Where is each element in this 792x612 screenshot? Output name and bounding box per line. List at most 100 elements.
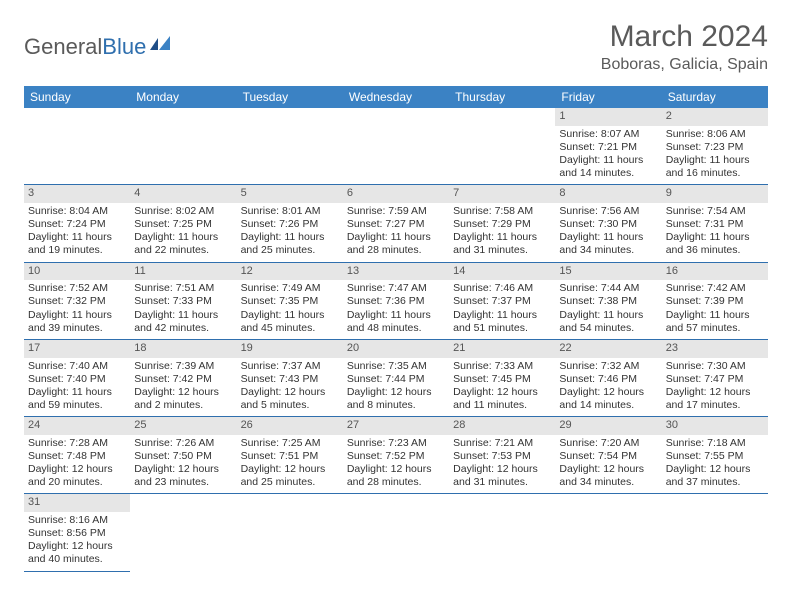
sunset-text: Sunset: 7:36 PM: [347, 295, 445, 308]
day-cell: 23Sunrise: 7:30 AMSunset: 7:47 PMDayligh…: [662, 340, 768, 417]
daylight-text: Daylight: 11 hours and 28 minutes.: [347, 231, 445, 257]
sunset-text: Sunset: 7:35 PM: [241, 295, 339, 308]
day-cell: 8Sunrise: 7:56 AMSunset: 7:30 PMDaylight…: [555, 185, 661, 262]
day-cell: 27Sunrise: 7:23 AMSunset: 7:52 PMDayligh…: [343, 417, 449, 494]
daylight-text: Daylight: 11 hours and 31 minutes.: [453, 231, 551, 257]
sunrise-text: Sunrise: 7:33 AM: [453, 360, 551, 373]
daylight-text: Daylight: 12 hours and 8 minutes.: [347, 386, 445, 412]
sunset-text: Sunset: 7:24 PM: [28, 218, 126, 231]
day-number: 30: [662, 417, 768, 435]
day-number: 5: [237, 185, 343, 203]
day-cell: 12Sunrise: 7:49 AMSunset: 7:35 PMDayligh…: [237, 263, 343, 340]
page-header: GeneralBlue March 2024 Boboras, Galicia,…: [24, 20, 768, 74]
day-cell: 9Sunrise: 7:54 AMSunset: 7:31 PMDaylight…: [662, 185, 768, 262]
sunset-text: Sunset: 7:38 PM: [559, 295, 657, 308]
day-number: 8: [555, 185, 661, 203]
sunset-text: Sunset: 7:53 PM: [453, 450, 551, 463]
sunset-text: Sunset: 7:40 PM: [28, 373, 126, 386]
sunset-text: Sunset: 7:25 PM: [134, 218, 232, 231]
weekday-header: Saturday: [662, 86, 768, 108]
day-details: Sunrise: 7:18 AMSunset: 7:55 PMDaylight:…: [662, 435, 768, 494]
daylight-text: Daylight: 11 hours and 45 minutes.: [241, 309, 339, 335]
day-cell: 5Sunrise: 8:01 AMSunset: 7:26 PMDaylight…: [237, 185, 343, 262]
day-cell: 30Sunrise: 7:18 AMSunset: 7:55 PMDayligh…: [662, 417, 768, 494]
sunset-text: Sunset: 7:29 PM: [453, 218, 551, 231]
daylight-text: Daylight: 11 hours and 59 minutes.: [28, 386, 126, 412]
sunrise-text: Sunrise: 8:04 AM: [28, 205, 126, 218]
daylight-text: Daylight: 11 hours and 36 minutes.: [666, 231, 764, 257]
day-number: 21: [449, 340, 555, 358]
day-details: Sunrise: 8:07 AMSunset: 7:21 PMDaylight:…: [555, 126, 661, 185]
sunset-text: Sunset: 7:39 PM: [666, 295, 764, 308]
day-details: Sunrise: 7:51 AMSunset: 7:33 PMDaylight:…: [130, 280, 236, 339]
day-number: 18: [130, 340, 236, 358]
day-number: 1: [555, 108, 661, 126]
sunset-text: Sunset: 7:32 PM: [28, 295, 126, 308]
day-details: Sunrise: 7:40 AMSunset: 7:40 PMDaylight:…: [24, 358, 130, 417]
day-details: Sunrise: 7:44 AMSunset: 7:38 PMDaylight:…: [555, 280, 661, 339]
day-details: Sunrise: 7:59 AMSunset: 7:27 PMDaylight:…: [343, 203, 449, 262]
sunrise-text: Sunrise: 7:25 AM: [241, 437, 339, 450]
month-title: March 2024: [601, 20, 768, 54]
empty-cell: [449, 108, 555, 185]
day-cell: 4Sunrise: 8:02 AMSunset: 7:25 PMDaylight…: [130, 185, 236, 262]
day-cell: 6Sunrise: 7:59 AMSunset: 7:27 PMDaylight…: [343, 185, 449, 262]
daylight-text: Daylight: 11 hours and 34 minutes.: [559, 231, 657, 257]
sunrise-text: Sunrise: 8:02 AM: [134, 205, 232, 218]
sunset-text: Sunset: 7:21 PM: [559, 141, 657, 154]
sunrise-text: Sunrise: 8:16 AM: [28, 514, 126, 527]
day-details: Sunrise: 7:35 AMSunset: 7:44 PMDaylight:…: [343, 358, 449, 417]
sunrise-text: Sunrise: 7:54 AM: [666, 205, 764, 218]
weekday-header: Sunday: [24, 86, 130, 108]
day-cell: 2Sunrise: 8:06 AMSunset: 7:23 PMDaylight…: [662, 108, 768, 185]
day-details: Sunrise: 7:21 AMSunset: 7:53 PMDaylight:…: [449, 435, 555, 494]
day-cell: 20Sunrise: 7:35 AMSunset: 7:44 PMDayligh…: [343, 340, 449, 417]
day-number: 31: [24, 494, 130, 512]
day-details: Sunrise: 7:49 AMSunset: 7:35 PMDaylight:…: [237, 280, 343, 339]
day-cell: 13Sunrise: 7:47 AMSunset: 7:36 PMDayligh…: [343, 263, 449, 340]
daylight-text: Daylight: 12 hours and 34 minutes.: [559, 463, 657, 489]
daylight-text: Daylight: 11 hours and 54 minutes.: [559, 309, 657, 335]
daylight-text: Daylight: 11 hours and 16 minutes.: [666, 154, 764, 180]
daylight-text: Daylight: 11 hours and 51 minutes.: [453, 309, 551, 335]
daylight-text: Daylight: 11 hours and 25 minutes.: [241, 231, 339, 257]
sunset-text: Sunset: 7:47 PM: [666, 373, 764, 386]
sunrise-text: Sunrise: 7:47 AM: [347, 282, 445, 295]
day-cell: 31Sunrise: 8:16 AMSunset: 8:56 PMDayligh…: [24, 494, 130, 571]
day-number: 2: [662, 108, 768, 126]
daylight-text: Daylight: 12 hours and 2 minutes.: [134, 386, 232, 412]
day-details: Sunrise: 7:52 AMSunset: 7:32 PMDaylight:…: [24, 280, 130, 339]
weekday-header: Tuesday: [237, 86, 343, 108]
day-number: 3: [24, 185, 130, 203]
day-cell: 25Sunrise: 7:26 AMSunset: 7:50 PMDayligh…: [130, 417, 236, 494]
day-cell: 29Sunrise: 7:20 AMSunset: 7:54 PMDayligh…: [555, 417, 661, 494]
sunrise-text: Sunrise: 7:30 AM: [666, 360, 764, 373]
sunrise-text: Sunrise: 7:20 AM: [559, 437, 657, 450]
sunset-text: Sunset: 7:55 PM: [666, 450, 764, 463]
sunrise-text: Sunrise: 7:37 AM: [241, 360, 339, 373]
sunset-text: Sunset: 7:23 PM: [666, 141, 764, 154]
daylight-text: Daylight: 12 hours and 14 minutes.: [559, 386, 657, 412]
day-number: 15: [555, 263, 661, 281]
day-number: 6: [343, 185, 449, 203]
daylight-text: Daylight: 11 hours and 19 minutes.: [28, 231, 126, 257]
day-details: Sunrise: 8:01 AMSunset: 7:26 PMDaylight:…: [237, 203, 343, 262]
day-cell: 22Sunrise: 7:32 AMSunset: 7:46 PMDayligh…: [555, 340, 661, 417]
sunrise-text: Sunrise: 7:59 AM: [347, 205, 445, 218]
empty-cell: [343, 108, 449, 185]
day-cell: 24Sunrise: 7:28 AMSunset: 7:48 PMDayligh…: [24, 417, 130, 494]
sunrise-text: Sunrise: 7:35 AM: [347, 360, 445, 373]
day-details: Sunrise: 7:28 AMSunset: 7:48 PMDaylight:…: [24, 435, 130, 494]
sunset-text: Sunset: 7:42 PM: [134, 373, 232, 386]
sunset-text: Sunset: 7:46 PM: [559, 373, 657, 386]
day-number: 11: [130, 263, 236, 281]
sunset-text: Sunset: 7:30 PM: [559, 218, 657, 231]
sunrise-text: Sunrise: 7:46 AM: [453, 282, 551, 295]
daylight-text: Daylight: 12 hours and 28 minutes.: [347, 463, 445, 489]
day-number: 10: [24, 263, 130, 281]
weekday-header: Friday: [555, 86, 661, 108]
day-number: 29: [555, 417, 661, 435]
day-details: Sunrise: 8:02 AMSunset: 7:25 PMDaylight:…: [130, 203, 236, 262]
daylight-text: Daylight: 12 hours and 20 minutes.: [28, 463, 126, 489]
sunset-text: Sunset: 8:56 PM: [28, 527, 126, 540]
